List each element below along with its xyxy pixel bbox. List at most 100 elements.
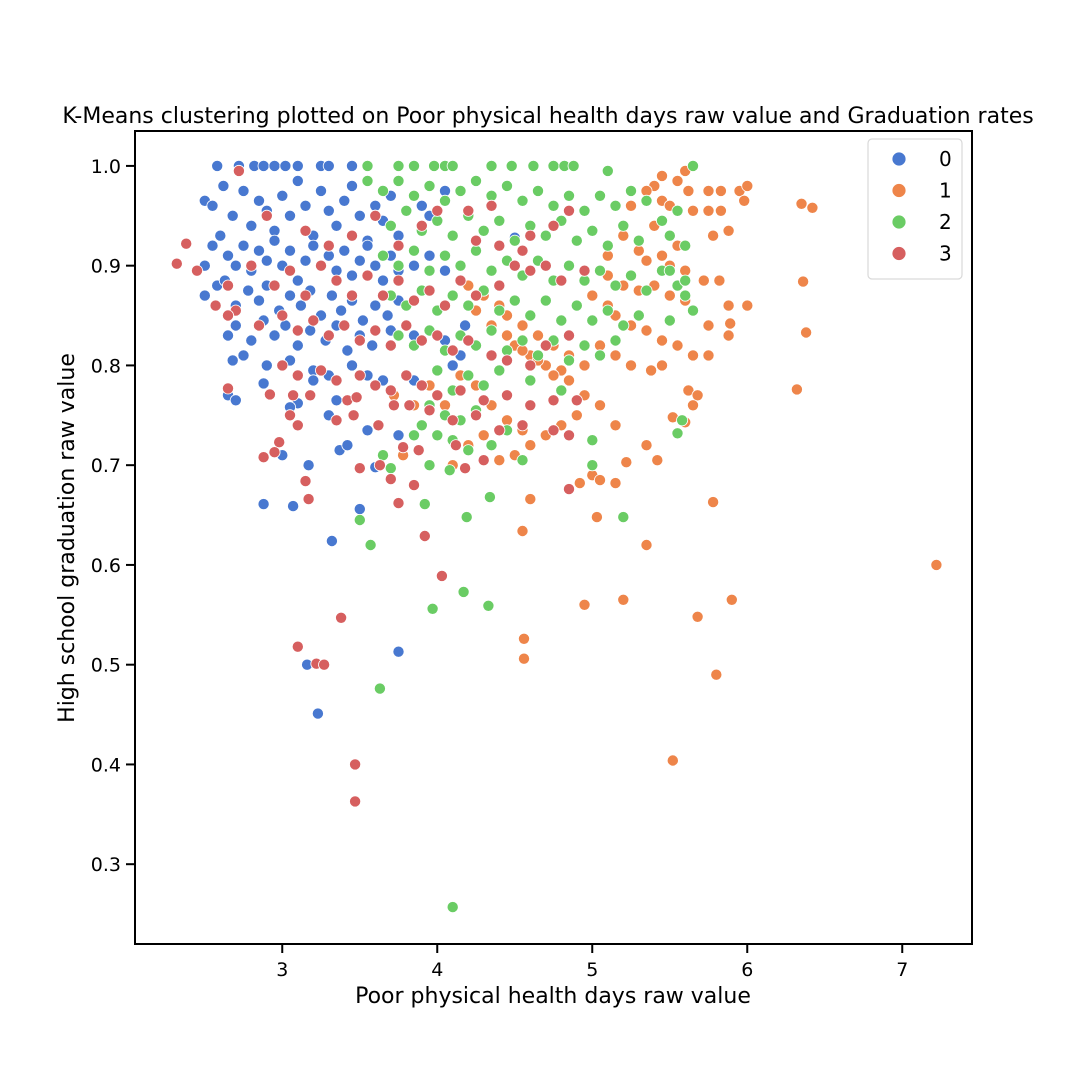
cluster-2-point: [485, 189, 498, 202]
cluster-2-point: [586, 314, 599, 327]
cluster-3-point: [353, 462, 366, 475]
cluster-2-point: [578, 204, 591, 217]
cluster-3-point: [415, 379, 428, 392]
cluster-2-point: [539, 294, 552, 307]
cluster-0-point: [341, 439, 354, 452]
cluster-1-point: [609, 349, 622, 362]
cluster-0-point: [345, 179, 358, 192]
cluster-1-point: [493, 454, 506, 467]
cluster-2-point: [663, 314, 676, 327]
cluster-2-point: [462, 299, 475, 312]
y-tick-label: 0.8: [91, 355, 121, 377]
cluster-2-point: [671, 204, 684, 217]
cluster-3-point: [392, 274, 405, 287]
cluster-2-point: [656, 214, 669, 227]
cluster-3-point: [291, 324, 304, 337]
cluster-2-point: [563, 259, 576, 272]
cluster-2-point: [443, 464, 456, 477]
cluster-3-point: [516, 244, 529, 257]
legend: 0 1 2 3: [867, 138, 963, 280]
cluster-3-point: [516, 419, 529, 432]
cluster-2-point: [384, 462, 397, 475]
cluster-3-point: [539, 339, 552, 352]
cluster-1-point: [702, 319, 715, 332]
x-tick-label: 7: [896, 959, 908, 981]
cluster-3-point: [493, 239, 506, 252]
cluster-2-point: [392, 329, 405, 342]
cluster-2-point: [438, 194, 451, 207]
cluster-3-point: [345, 289, 358, 302]
cluster-1-point: [656, 249, 669, 262]
cluster-1-point: [632, 244, 645, 257]
cluster-2-point: [431, 364, 444, 377]
cluster-3-point: [322, 329, 335, 342]
cluster-1-point: [741, 179, 754, 192]
cluster-2-point: [446, 229, 459, 242]
cluster-3-point: [555, 274, 568, 287]
cluster-3-point: [338, 319, 351, 332]
cluster-3-point: [302, 493, 315, 506]
cluster-3-point: [397, 441, 410, 454]
cluster-1-point: [806, 201, 819, 214]
cluster-3-point: [547, 424, 560, 437]
legend-marker-0: [891, 151, 907, 167]
cluster-2-point: [438, 249, 451, 262]
cluster-2-point: [555, 314, 568, 327]
cluster-2-point: [516, 454, 529, 467]
cluster-3-point: [446, 344, 459, 357]
cluster-0-point: [325, 535, 338, 548]
cluster-2-point: [485, 264, 498, 277]
cluster-1-point: [691, 610, 704, 623]
cluster-0-point: [268, 329, 281, 342]
cluster-3-point: [392, 239, 405, 252]
cluster-2-point: [428, 159, 441, 172]
cluster-3-point: [485, 349, 498, 362]
cluster-3-point: [347, 409, 360, 422]
cluster-0-point: [283, 244, 296, 257]
legend-label-2: 2: [939, 210, 952, 234]
cluster-2-point: [547, 199, 560, 212]
cluster-2-point: [500, 179, 513, 192]
cluster-1-point: [800, 326, 813, 339]
cluster-0-point: [211, 159, 224, 172]
cluster-0-point: [260, 254, 273, 267]
cluster-2-point: [431, 429, 444, 442]
cluster-2-point: [508, 234, 521, 247]
cluster-2-point: [601, 304, 614, 317]
cluster-3-point: [563, 204, 576, 217]
cluster-2-point: [555, 384, 568, 397]
cluster-3-point: [299, 224, 312, 237]
cluster-0-point: [287, 500, 300, 513]
cluster-3-point: [524, 359, 537, 372]
cluster-2-point: [431, 214, 444, 227]
cluster-2-point: [625, 184, 638, 197]
cluster-2-point: [392, 259, 405, 272]
cluster-1-point: [671, 174, 684, 187]
legend-marker-2: [891, 214, 907, 230]
x-tick-label: 5: [586, 959, 598, 981]
cluster-1-point: [687, 349, 700, 362]
cluster-3-point: [469, 289, 482, 302]
cluster-2-point: [586, 224, 599, 237]
cluster-2-point: [609, 279, 622, 292]
cluster-3-point: [578, 264, 591, 277]
cluster-3-point: [263, 388, 276, 401]
cluster-3-point: [500, 354, 513, 367]
cluster-3-point: [221, 382, 234, 395]
cluster-3-point: [299, 475, 312, 488]
cluster-2-point: [457, 585, 470, 598]
cluster-0-point: [322, 249, 335, 262]
cluster-2-point: [361, 159, 374, 172]
cluster-3-point: [268, 446, 281, 459]
cluster-2-point: [418, 498, 431, 511]
cluster-1-point: [594, 399, 607, 412]
cluster-0-point: [226, 209, 239, 222]
cluster-3-point: [299, 289, 312, 302]
cluster-1-point: [656, 334, 669, 347]
cluster-3-point: [273, 436, 286, 449]
cluster-3-point: [276, 309, 289, 322]
cluster-0-point: [221, 249, 234, 262]
cluster-1-point: [532, 329, 545, 342]
cluster-2-point: [570, 299, 583, 312]
cluster-0-point: [229, 394, 242, 407]
